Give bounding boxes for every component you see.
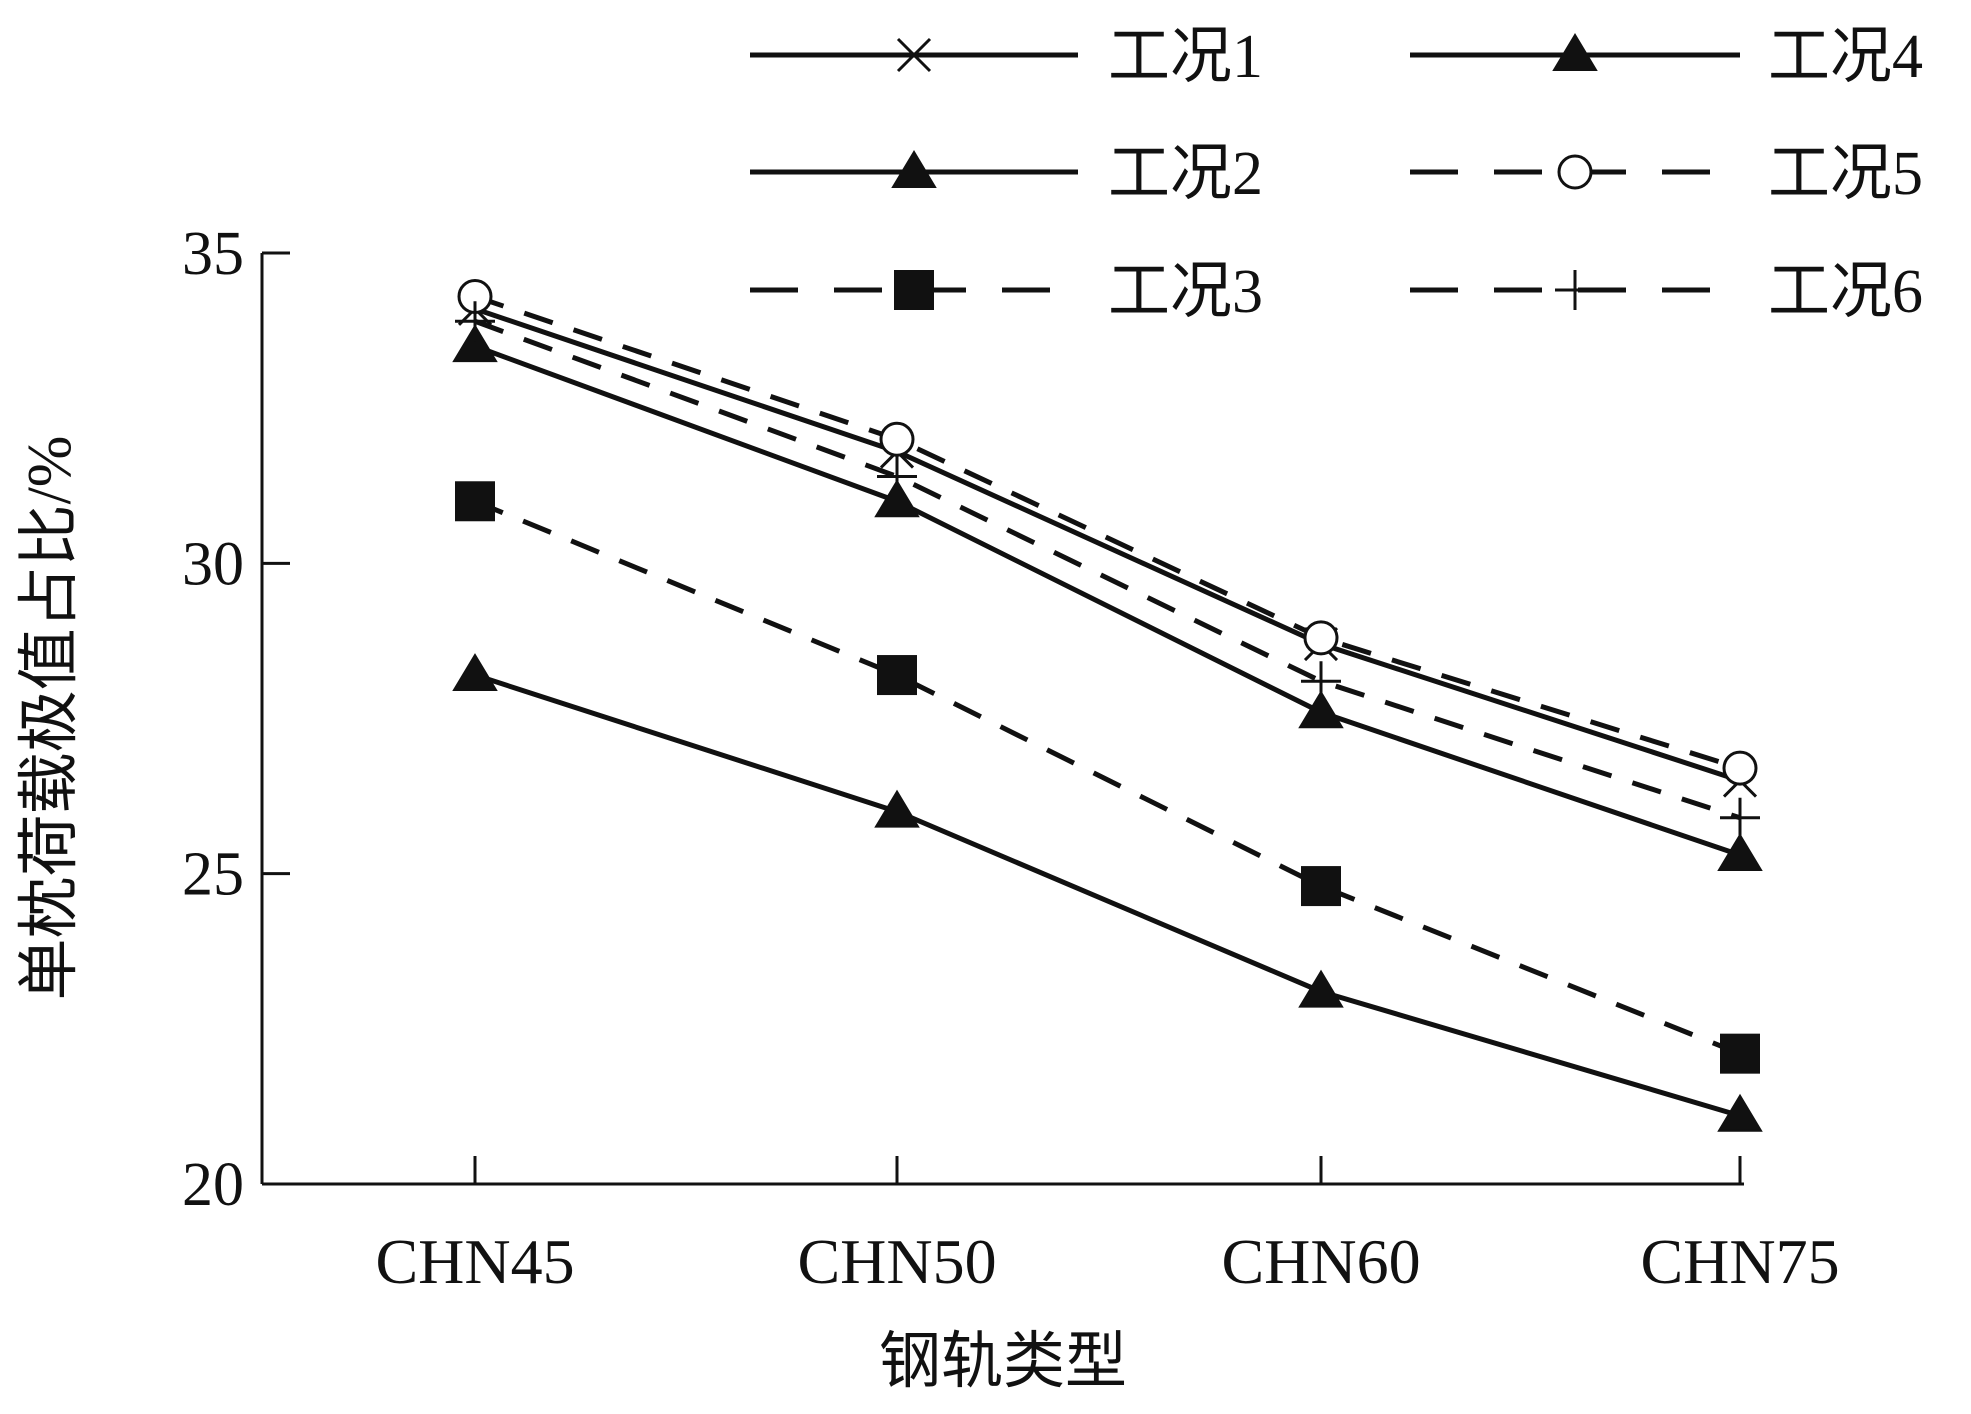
legend-label: 工况6: [1768, 258, 1923, 326]
data-point: [452, 653, 498, 692]
y-ticks: 20 25 30 35: [182, 220, 290, 1219]
x-ticks: CHN45 CHN50 CHN60 CHN75: [375, 1156, 1840, 1297]
series-line: [474, 498, 1741, 1056]
series-2: [452, 324, 1763, 872]
y-tick-label: 20: [182, 1151, 244, 1219]
legend-label: 工况1: [1108, 23, 1263, 91]
data-point: [1722, 750, 1758, 786]
legend-label: 工况2: [1108, 140, 1263, 208]
data-point: [877, 456, 917, 497]
legend-item: 工况3: [750, 258, 1263, 326]
data-point: [1717, 833, 1763, 872]
series-line: [474, 343, 1741, 858]
data-point: [455, 481, 495, 522]
legend-label: 工况5: [1768, 140, 1923, 208]
legend-item: 工况6: [1410, 258, 1923, 326]
legend-label: 工况4: [1768, 23, 1923, 91]
data-point: [877, 655, 917, 696]
data-point: [1720, 797, 1760, 838]
legend-marker: [891, 150, 937, 188]
series-1: [457, 291, 1758, 798]
legend-item: 工况2: [750, 140, 1263, 208]
series-line: [474, 672, 1741, 1119]
series-4: [452, 653, 1763, 1132]
series-3: [455, 481, 1760, 1074]
legend-marker: [896, 37, 932, 73]
legend-marker: [1552, 33, 1598, 71]
legend-item: 工况1: [750, 23, 1263, 91]
x-axis-title: 钢轨类型: [879, 1328, 1127, 1396]
legend-marker: [1555, 270, 1595, 310]
series-5: [457, 278, 1758, 786]
data-point: [1301, 866, 1341, 907]
series-layer: [452, 278, 1763, 1132]
axes: [260, 253, 1744, 1186]
data-point: [874, 789, 920, 828]
data-point: [874, 479, 920, 518]
y-tick-label: 30: [182, 530, 244, 598]
data-point: [1298, 969, 1344, 1008]
legend-marker: [894, 270, 934, 310]
legend-item: 工况5: [1410, 140, 1923, 208]
y-tick-label: 25: [182, 841, 244, 909]
data-point: [879, 421, 915, 457]
series-6: [455, 301, 1760, 838]
series-line: [474, 318, 1741, 821]
series-line: [474, 306, 1741, 783]
x-tick-label: CHN60: [1221, 1226, 1420, 1297]
data-point: [1303, 620, 1339, 656]
y-axis-title: 单枕荷载极值占比/%: [16, 436, 84, 1001]
x-tick-label: CHN50: [797, 1226, 996, 1297]
series-line: [474, 294, 1741, 771]
legend-marker: [1557, 154, 1593, 190]
data-point: [1301, 661, 1341, 702]
data-point: [455, 301, 495, 342]
x-tick-label: CHN45: [375, 1226, 574, 1297]
legend: 工况1 工况2 工况3 工况4 工况5 工况6: [750, 23, 1923, 326]
legend-label: 工况3: [1108, 258, 1263, 326]
x-tick-label: CHN75: [1640, 1226, 1839, 1297]
data-point: [1720, 1033, 1760, 1074]
legend-item: 工况4: [1410, 23, 1923, 91]
data-point: [1298, 690, 1344, 729]
data-point: [1717, 1093, 1763, 1132]
y-tick-label: 35: [182, 220, 244, 288]
data-point: [452, 324, 498, 363]
